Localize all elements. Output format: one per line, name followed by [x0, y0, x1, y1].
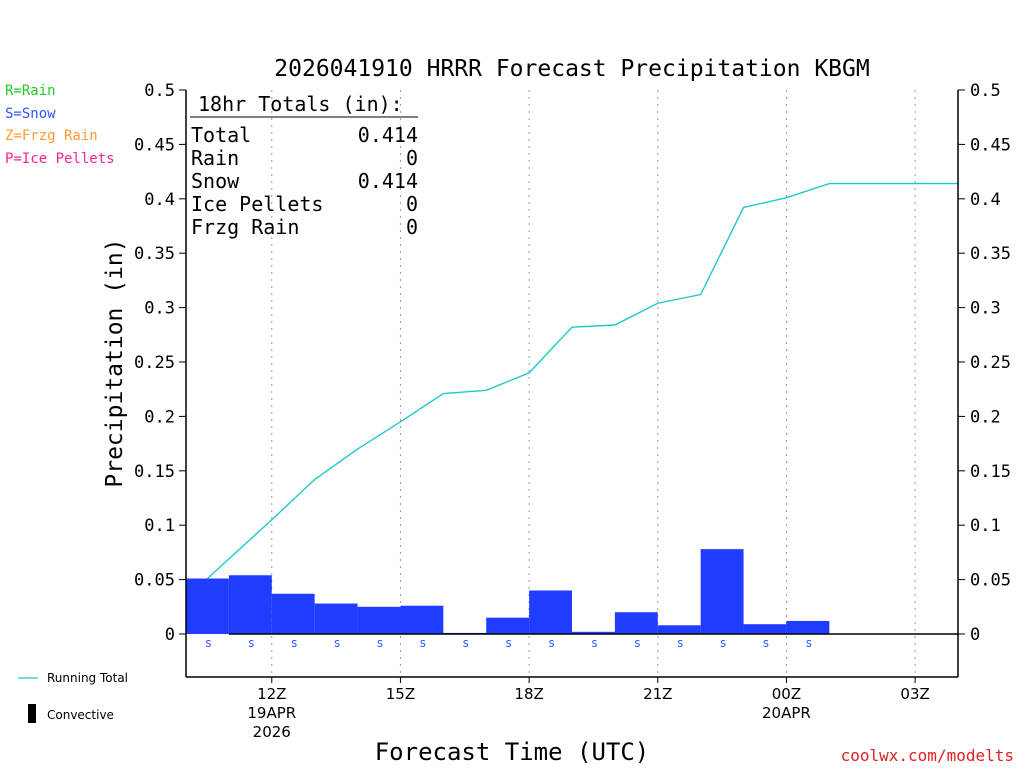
y-tick-label-left-0.25: 0.25 [134, 353, 175, 373]
y-tick-label-right-0.35: 0.35 [970, 244, 1011, 264]
totals-label-frzg-rain: Frzg Rain [191, 215, 299, 239]
credit-link[interactable]: coolwx.com/modelts [841, 746, 1014, 765]
y-tick-label-left-0.1: 0.1 [144, 516, 175, 536]
totals-value-ice-pellets: 0 [406, 192, 418, 216]
convective-legend-label: Convective [47, 708, 114, 722]
x-tick-label-20apr: 20APR [762, 704, 811, 722]
x-tick-label-12z: 12Z [257, 685, 286, 703]
y-tick-label-left-0.5: 0.5 [144, 81, 175, 101]
x-tick-label-15z: 15Z [386, 685, 415, 703]
type-marker-hour-20: s [591, 636, 598, 650]
y-tick-label-left-0.4: 0.4 [144, 190, 175, 210]
bar-hour-23 [700, 549, 744, 634]
y-tick-label-left-0.05: 0.05 [134, 571, 175, 591]
totals-box: 18hr Totals (in): Total 0.414 Rain 0 Sno… [190, 92, 418, 239]
type-marker-hour-16: s [419, 636, 426, 650]
type-marker-hour-12: s [248, 636, 255, 650]
type-marker-hour-22: s [677, 636, 684, 650]
y-tick-label-left-0.35: 0.35 [134, 244, 175, 264]
convective-legend-swatch [28, 704, 36, 723]
chart-title: 2026041910 HRRR Forecast Precipitation K… [274, 56, 869, 82]
type-marker-hour-17: s [462, 636, 469, 650]
bar-hour-19 [529, 590, 572, 634]
bar-hour-22 [657, 625, 701, 634]
y-tick-label-right-0.45: 0.45 [970, 135, 1011, 155]
y-tick-label-right-0.4: 0.4 [970, 190, 1001, 210]
series-legend: Running Total Convective [18, 671, 128, 723]
bar-hour-16 [400, 605, 444, 634]
running-total-legend-label: Running Total [47, 671, 128, 685]
type-marker-hour-25: s [805, 636, 812, 650]
y-tick-label-right-0: 0 [970, 625, 980, 645]
type-marker-hour-24: s [762, 636, 769, 650]
y-tick-label-left-0.2: 0.2 [144, 407, 175, 427]
y-tick-label-right-0.2: 0.2 [970, 407, 1001, 427]
bar-hour-12 [228, 575, 272, 634]
bar-hour-15 [357, 606, 401, 634]
bar-hour-24 [743, 624, 787, 634]
bar-hour-25 [786, 620, 830, 634]
hourly-bars [186, 549, 830, 634]
bar-hour-13 [271, 593, 315, 634]
y-tick-label-right-0.1: 0.1 [970, 516, 1001, 536]
running-total-polyline [206, 182, 958, 580]
x-tick-label-21z: 21Z [643, 685, 672, 703]
y-tick-label-right-0.3: 0.3 [970, 299, 1001, 319]
legend-rain: R=Rain [5, 83, 56, 99]
x-tick-label-18z: 18Z [514, 685, 543, 703]
axes [185, 90, 959, 678]
type-marker-hour-13: s [291, 636, 298, 650]
totals-value-total: 0.414 [358, 123, 418, 147]
y-tick-label-left-0: 0 [165, 625, 175, 645]
y-tick-label-right-0.5: 0.5 [970, 81, 1001, 101]
type-marker-hour-15: s [376, 636, 383, 650]
bar-hour-18 [486, 617, 530, 634]
running-total-line [206, 182, 958, 580]
x-tick-label-19apr: 19APR [247, 704, 296, 722]
type-marker-hour-21: s [634, 636, 641, 650]
bar-hour-21 [614, 612, 658, 634]
totals-label-rain: Rain [191, 146, 239, 170]
totals-value-rain: 0 [406, 146, 418, 170]
type-marker-hour-18: s [505, 636, 512, 650]
y-tick-label-left-0.3: 0.3 [144, 299, 175, 319]
legend-frzg-rain: Z=Frzg Rain [5, 128, 98, 144]
x-tick-label-00z: 00Z [772, 685, 801, 703]
type-marker-hour-11: s [205, 636, 212, 650]
x-axis-label: Forecast Time (UTC) [375, 738, 650, 766]
bar-hour-20 [572, 631, 615, 634]
precip-type-legend: R=Rain S=Snow Z=Frzg Rain P=Ice Pellets [5, 83, 115, 167]
bar-hour-11 [186, 578, 229, 634]
legend-ice-pellets: P=Ice Pellets [5, 151, 115, 167]
legend-snow: S=Snow [5, 106, 56, 122]
totals-value-snow: 0.414 [358, 169, 418, 193]
type-marker-hour-14: s [333, 636, 340, 650]
y-tick-label-left-0.45: 0.45 [134, 135, 175, 155]
type-marker-hour-19: s [548, 636, 555, 650]
totals-label-snow: Snow [191, 169, 240, 193]
x-tick-label-2026: 2026 [253, 723, 291, 741]
y-tick-label-right-0.05: 0.05 [970, 571, 1011, 591]
y-tick-labels: 0 00.05 0.050.1 0.10.15 0.150.2 0.20.25 0.250.… [134, 81, 1011, 645]
totals-label-total: Total [191, 123, 251, 147]
y-tick-label-right-0.15: 0.15 [970, 462, 1011, 482]
y-axis-label: Precipitation (in) [102, 238, 128, 487]
totals-label-ice-pellets: Ice Pellets [191, 192, 323, 216]
bar-hour-14 [314, 603, 358, 634]
type-marker-hour-23: s [719, 636, 726, 650]
x-tick-label-03z: 03Z [900, 685, 929, 703]
y-tick-label-right-0.25: 0.25 [970, 353, 1011, 373]
totals-value-frzg-rain: 0 [406, 215, 418, 239]
totals-heading: 18hr Totals (in): [198, 92, 403, 116]
y-tick-label-left-0.15: 0.15 [134, 462, 175, 482]
